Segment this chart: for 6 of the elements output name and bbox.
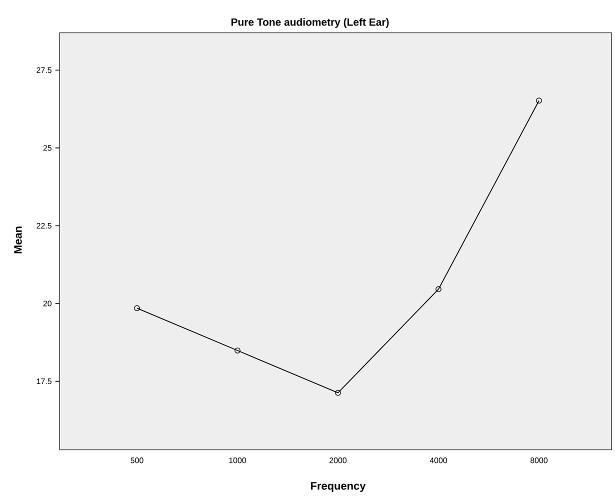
point: [436, 286, 442, 292]
point: [234, 348, 240, 354]
x-axis-title: Frequency: [311, 482, 366, 492]
y-axis-title: Mean: [14, 226, 22, 254]
chart-title: Pure Tone audiometry (Left Ear): [231, 18, 389, 28]
point: [335, 390, 341, 396]
